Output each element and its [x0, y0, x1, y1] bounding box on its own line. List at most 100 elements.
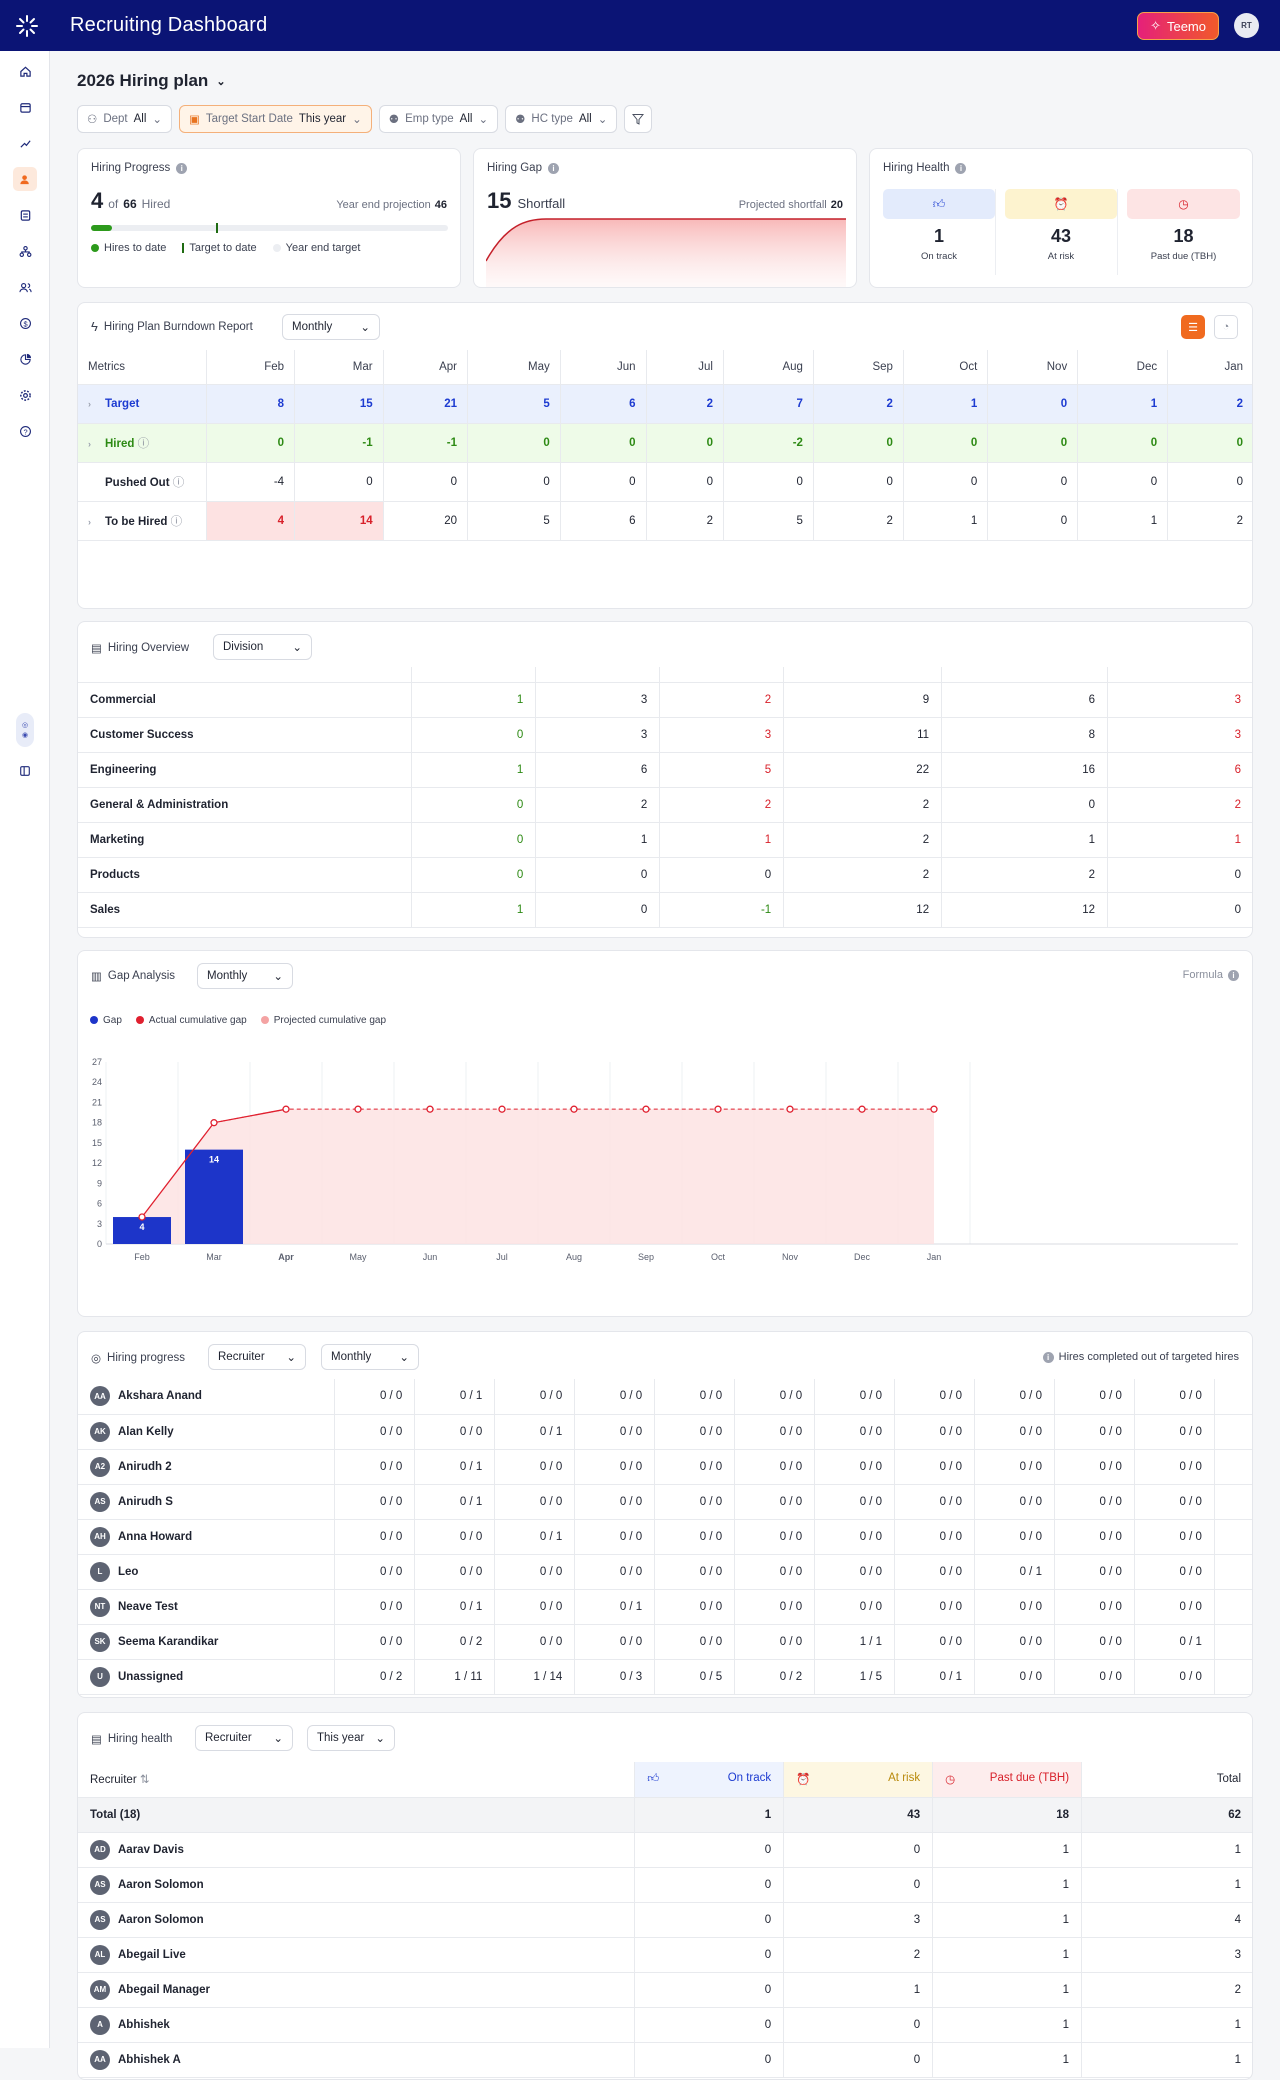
table-view-icon[interactable]: ☰ — [1181, 315, 1205, 339]
info-icon[interactable]: ⓘ — [134, 437, 150, 450]
start-date-filter-value: This year — [298, 113, 347, 125]
chevron-right-icon: › — [88, 516, 91, 527]
ai-toggle-icon[interactable]: ◎ ◉ — [16, 713, 34, 747]
avatar: NT — [90, 1596, 110, 1617]
on-track-header-label: On track — [727, 1772, 772, 1785]
dollar-icon[interactable]: $ — [13, 311, 37, 335]
recruiter-cell[interactable]: AA Abhishek A — [78, 2042, 636, 2078]
org-chart-icon[interactable] — [13, 239, 37, 263]
people-icon[interactable] — [13, 275, 37, 299]
pie-chart-icon[interactable] — [13, 347, 37, 371]
progress-cell: 0 / 0 — [574, 1379, 656, 1415]
overview-division-name[interactable]: Products — [78, 857, 413, 893]
recruiter-cell[interactable]: AS Aaron Solomon — [78, 1902, 636, 1938]
trend-icon[interactable] — [13, 131, 37, 155]
health-period-select[interactable]: This year ⌄ — [307, 1725, 395, 1751]
past-due-tile[interactable]: ◷ 18 Past due (TBH) — [1127, 189, 1240, 275]
info-icon[interactable]: i — [547, 162, 559, 174]
main-content: 2026 Hiring plan ⌄ ⚇ Dept All ⌄ ▣ Target Star… — [50, 51, 1280, 2080]
recruiter-cell[interactable]: A Abhishek — [78, 2007, 636, 2043]
emp-type-filter[interactable]: ⚉ Emp type All ⌄ — [378, 105, 499, 133]
recruiter-cell[interactable]: NT Neave Test — [78, 1589, 336, 1625]
at-risk-tile[interactable]: ⏰ 43 At risk — [1005, 189, 1118, 275]
health-group-select[interactable]: Recruiter ⌄ — [195, 1725, 293, 1751]
recruiter-cell[interactable]: SK Seema Karandikar — [78, 1624, 336, 1660]
settings-icon[interactable] — [13, 383, 37, 407]
health-row: A Abhishek 0 0 1 1 — [78, 2007, 1252, 2043]
burndown-period-select[interactable]: Monthly ⌄ — [282, 314, 380, 340]
burndown-row: › To be Hired ⓘ 4 14 20 5 6 2 5 2 1 0 1 2 — [78, 501, 1252, 541]
recruiting-icon[interactable] — [13, 167, 37, 191]
gap-period-select[interactable]: Monthly ⌄ — [197, 963, 293, 989]
burndown-cell: 0 — [560, 462, 647, 502]
overview-division-name[interactable]: General & Administration — [78, 787, 413, 823]
help-icon[interactable]: ? — [13, 419, 37, 443]
overview-cell: 0 — [411, 822, 537, 858]
recruiter-cell[interactable]: AS Aaron Solomon — [78, 1867, 636, 1903]
calendar-icon[interactable] — [13, 95, 37, 119]
health-cell: 0 — [634, 1937, 785, 1973]
teemo-button[interactable]: ✧ Teemo — [1137, 12, 1219, 40]
formula-link[interactable]: Formula i — [1183, 969, 1239, 981]
progress-group-select[interactable]: Recruiter ⌄ — [208, 1344, 306, 1370]
progress-period-select[interactable]: Monthly ⌄ — [321, 1344, 419, 1370]
progress-cell: 0 / 2 — [734, 1659, 816, 1695]
burndown-metric-name[interactable]: › Hired ⓘ — [78, 423, 207, 463]
on-track-header[interactable]: 👍︎ On track — [634, 1762, 785, 1798]
recruiter-cell[interactable]: AH Anna Howard — [78, 1519, 336, 1555]
progress-cell-overflow — [1214, 1589, 1252, 1625]
hc-type-filter[interactable]: ⚉ HC type All ⌄ — [505, 105, 618, 133]
at-risk-header[interactable]: ⏰ At risk — [783, 1762, 934, 1798]
on-track-tile[interactable]: 👍︎ 1 On track — [883, 189, 996, 275]
info-icon[interactable]: i — [955, 162, 967, 174]
info-icon[interactable]: ⓘ — [167, 515, 183, 528]
progress-cell: 0 / 0 — [894, 1589, 976, 1625]
overview-cell: 3 — [1107, 717, 1252, 753]
recruiter-cell[interactable]: AA Akshara Anand — [78, 1379, 336, 1415]
logo-icon[interactable] — [14, 13, 40, 39]
overview-division-name[interactable]: Commercial — [78, 682, 413, 718]
recruiter-cell[interactable]: U Unassigned — [78, 1659, 336, 1695]
page-title[interactable]: 2026 Hiring plan ⌄ — [77, 71, 226, 91]
burndown-metric-name[interactable]: › Target — [78, 384, 207, 424]
recruiter-sort-header[interactable]: Recruiter ⇅ — [78, 1762, 636, 1798]
panel-toggle-icon[interactable] — [13, 759, 37, 783]
start-date-filter[interactable]: ▣ Target Start Date This year ⌄ — [179, 105, 372, 133]
overview-group-select[interactable]: Division ⌄ — [213, 634, 312, 660]
recruiter-cell[interactable]: AL Abegail Live — [78, 1937, 636, 1973]
total-header[interactable]: Total — [1081, 1762, 1252, 1798]
user-avatar[interactable]: RT — [1234, 13, 1259, 38]
health-cell: 0 — [634, 1867, 785, 1903]
chart-view-icon[interactable]: ◔ — [1214, 315, 1238, 339]
progress-cell: 0 / 0 — [574, 1519, 656, 1555]
overview-division-name[interactable]: Brand new div1 — [78, 667, 413, 683]
overview-division-name[interactable]: Sales — [78, 892, 413, 928]
document-icon[interactable] — [13, 203, 37, 227]
overview-division-name[interactable]: Marketing — [78, 822, 413, 858]
dept-filter[interactable]: ⚇ Dept All ⌄ — [77, 105, 173, 133]
recruiter-cell[interactable]: AD Aarav Davis — [78, 1832, 636, 1868]
burndown-metric-name[interactable]: › To be Hired ⓘ — [78, 501, 207, 541]
recruiter-cell[interactable]: AK Alan Kelly — [78, 1414, 336, 1450]
recruiter-cell[interactable]: AM Abegail Manager — [78, 1972, 636, 2008]
progress-cell: 0 / 0 — [494, 1379, 576, 1415]
home-icon[interactable] — [13, 59, 37, 83]
info-icon[interactable]: ⓘ — [169, 476, 185, 489]
emp-type-filter-value: All — [459, 113, 473, 125]
past-due-header[interactable]: ◷ Past due (TBH) — [932, 1762, 1083, 1798]
burndown-col-jun: Jun — [560, 350, 647, 385]
recruiter-cell[interactable]: L Leo — [78, 1554, 336, 1590]
progress-cell: 0 / 0 — [654, 1624, 736, 1660]
burndown-cell: 0 — [903, 462, 989, 502]
overview-division-name[interactable]: Engineering — [78, 752, 413, 788]
filter-icon[interactable] — [624, 105, 653, 133]
overview-division-name[interactable]: Customer Success — [78, 717, 413, 753]
recruiter-cell[interactable]: AS Anirudh S — [78, 1484, 336, 1520]
overview-scroll-area[interactable]: Brand new div1143633Commercial132963Cust… — [78, 667, 1252, 937]
progress-cell: 0 / 0 — [814, 1449, 896, 1485]
burndown-cell: 8 — [206, 384, 296, 424]
info-icon[interactable]: i — [176, 162, 188, 174]
health-row: AM Abegail Manager 0 1 1 2 — [78, 1972, 1252, 2008]
recruiter-cell[interactable]: A2 Anirudh 2 — [78, 1449, 336, 1485]
